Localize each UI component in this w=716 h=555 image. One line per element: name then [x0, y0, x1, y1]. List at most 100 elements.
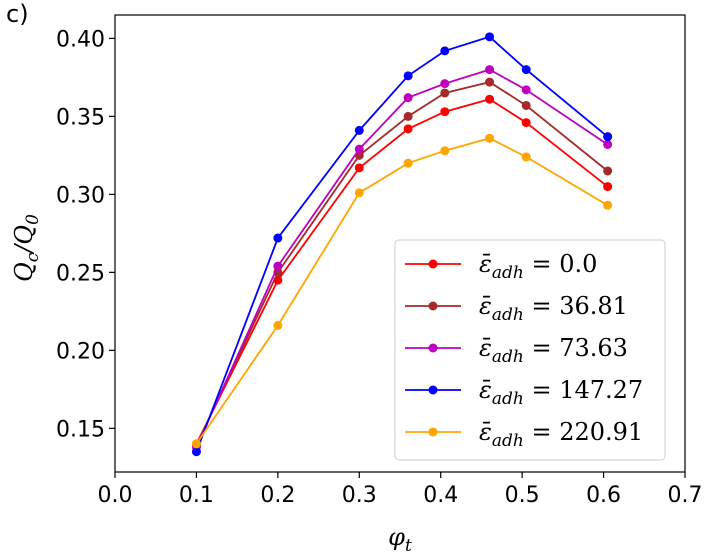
y-tick-label: 0.35: [56, 105, 105, 130]
data-point: [485, 133, 495, 143]
data-point: [603, 200, 613, 210]
series-line: [195, 98, 609, 445]
y-tick-label: 0.25: [56, 261, 105, 286]
legend-label: ε̄adh = 0.0: [479, 250, 597, 283]
y-axis-label-slash: /Q: [10, 225, 38, 255]
legend-value: = 220.91: [524, 418, 643, 446]
data-point: [603, 182, 613, 192]
data-point: [273, 320, 283, 330]
data-point: [485, 94, 495, 104]
legend-marker: [428, 301, 438, 311]
legend: ε̄adh = 0.0ε̄adh = 36.81ε̄adh = 73.63ε̄a…: [394, 239, 666, 461]
legend-label: ε̄adh = 36.81: [479, 292, 628, 325]
legend-value: = 73.63: [524, 334, 628, 362]
data-point: [485, 32, 495, 42]
legend-item: ε̄adh = 220.91: [405, 418, 643, 451]
plot-area: [114, 14, 686, 473]
series-layer: [191, 32, 613, 457]
data-point: [485, 77, 495, 87]
legend-item: ε̄adh = 73.63: [405, 334, 628, 367]
data-point: [273, 261, 283, 271]
data-point: [403, 111, 413, 121]
series-1: [191, 77, 613, 450]
data-point: [403, 124, 413, 134]
x-tick-label: 0.0: [98, 483, 133, 508]
y-tick-label: 0.20: [56, 339, 105, 364]
data-point: [273, 233, 283, 243]
y-axis-ticks: 0.15 0.20 0.25 0.30 0.35 0.40: [56, 27, 115, 442]
legend-symbol: ε̄: [479, 376, 492, 404]
legend-value: = 147.27: [524, 376, 643, 404]
x-axis-label: φt: [388, 523, 412, 555]
legend-marker: [428, 343, 438, 353]
data-point: [603, 132, 613, 142]
legend-marker: [428, 427, 438, 437]
legend-item: ε̄adh = 36.81: [405, 292, 628, 325]
data-point: [485, 65, 495, 75]
x-tick-label: 0.2: [260, 483, 295, 508]
y-axis-label-sub2: 0: [23, 214, 43, 225]
data-point: [440, 146, 450, 156]
x-tick-label: 0.4: [423, 483, 458, 508]
legend-symbol: ε̄: [479, 292, 492, 320]
x-tick-label: 0.7: [668, 483, 703, 508]
data-point: [521, 85, 531, 95]
legend-subscript: adh: [492, 347, 524, 367]
data-point: [191, 439, 201, 449]
series-line: [195, 81, 609, 446]
data-point: [354, 163, 364, 173]
x-tick-label: 0.5: [505, 483, 540, 508]
data-point: [603, 139, 613, 149]
panel-label: c): [6, 0, 29, 28]
legend-subscript: adh: [492, 431, 524, 451]
legend-label: ε̄adh = 73.63: [479, 334, 628, 367]
series-line: [195, 35, 609, 453]
legend-symbol: ε̄: [479, 250, 492, 278]
legend-symbol: ε̄: [479, 334, 492, 362]
y-tick-label: 0.30: [56, 183, 105, 208]
series-line: [195, 137, 609, 445]
series-4: [191, 133, 613, 449]
x-tick-label: 0.6: [586, 483, 621, 508]
data-point: [440, 79, 450, 89]
x-axis-label-main: φ: [388, 523, 405, 551]
data-point: [354, 125, 364, 135]
data-point: [440, 88, 450, 98]
legend-subscript: adh: [492, 263, 524, 283]
legend-subscript: adh: [492, 389, 524, 409]
data-point: [603, 166, 613, 176]
data-point: [191, 447, 201, 457]
x-tick-label: 0.1: [179, 483, 214, 508]
legend-item: ε̄adh = 147.27: [405, 376, 643, 409]
y-axis-label-sub: c: [23, 252, 43, 262]
data-point: [521, 118, 531, 128]
legend-marker: [428, 385, 438, 395]
legend-subscript: adh: [492, 305, 524, 325]
y-axis-label-main: Q: [10, 262, 38, 282]
axes-frame: [114, 14, 686, 473]
legend-label: ε̄adh = 220.91: [479, 418, 643, 451]
data-point: [440, 46, 450, 56]
legend-value: = 0.0: [524, 250, 598, 278]
data-point: [403, 71, 413, 81]
x-tick-label: 0.3: [342, 483, 377, 508]
legend-symbol: ε̄: [479, 418, 492, 446]
data-point: [440, 107, 450, 117]
x-axis-ticks: 0.0 0.1 0.2 0.3 0.4 0.5 0.6 0.7: [98, 472, 703, 508]
series-line: [195, 68, 609, 448]
data-point: [403, 158, 413, 168]
data-point: [521, 152, 531, 162]
y-tick-label: 0.40: [56, 27, 105, 52]
legend-box: [394, 239, 666, 461]
legend-item: ε̄adh = 0.0: [405, 250, 597, 283]
legend-marker: [428, 259, 438, 269]
x-axis-label-sub: t: [405, 536, 412, 555]
legend-value: = 36.81: [524, 292, 628, 320]
data-point: [354, 144, 364, 154]
y-tick-label: 0.15: [56, 417, 105, 442]
data-point: [521, 100, 531, 110]
y-axis-label: Qc/Q0: [10, 214, 43, 282]
data-point: [521, 65, 531, 75]
legend-label: ε̄adh = 147.27: [479, 376, 643, 409]
